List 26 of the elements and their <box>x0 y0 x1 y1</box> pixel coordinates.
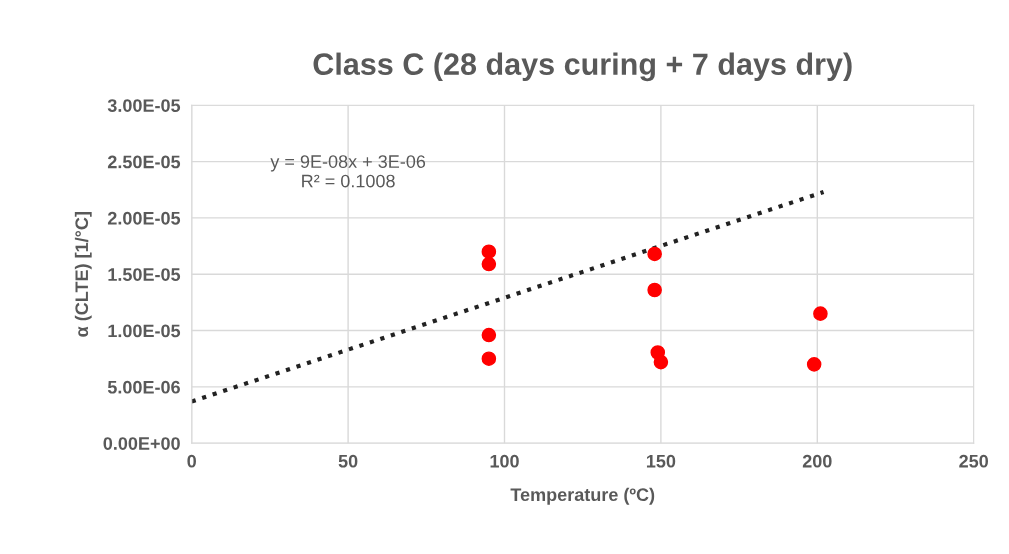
annotation: y = 9E-08x + 3E-06 R² = 0.1008 <box>270 155 426 188</box>
point <box>481 244 497 259</box>
point <box>806 357 822 372</box>
x-tick-label: 150 <box>646 454 676 468</box>
y-tick-label: 2.50E-05 <box>107 155 181 169</box>
point <box>481 351 497 366</box>
x-axis-title: Temperature (ºC) <box>510 487 655 505</box>
point <box>653 354 669 370</box>
point <box>813 306 828 321</box>
x-tick-label: 50 <box>338 454 358 468</box>
x-tick-label: 100 <box>490 454 519 468</box>
y-tick-label: 2.00E-05 <box>107 211 181 225</box>
point <box>481 327 497 343</box>
y-tick-label: 1.00E-05 <box>108 324 181 338</box>
x-tick-label: 0 <box>187 454 196 468</box>
x-tick-label: 250 <box>959 454 989 468</box>
point <box>481 256 497 272</box>
y-tick-label: 3.00E-05 <box>107 99 181 113</box>
y-tick-label: 5.00E-06 <box>107 380 180 394</box>
point <box>647 246 662 262</box>
y-tick-label: 0.00E+00 <box>103 437 180 450</box>
point <box>647 282 662 298</box>
x-tick-label: 200 <box>802 454 832 468</box>
y-tick-label: 1.50E-05 <box>108 268 181 281</box>
chart-title: Class C (28 days curing + 7 days dry) <box>313 52 852 82</box>
y-axis-title: α (CLTE) [1/°C] <box>74 212 92 337</box>
